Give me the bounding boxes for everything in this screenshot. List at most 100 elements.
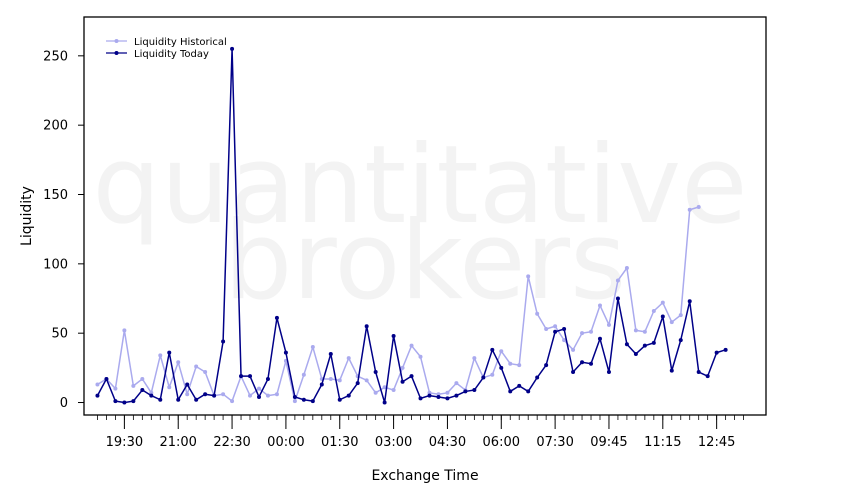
data-point-today (104, 376, 109, 381)
data-point-today (301, 397, 306, 402)
legend-label-today: Liquidity Today (134, 49, 209, 60)
data-point-today (553, 329, 558, 334)
data-point-today (517, 383, 522, 388)
data-point-today (400, 379, 405, 384)
data-point-today (283, 350, 288, 355)
data-point-historical (382, 385, 387, 390)
y-tick-label: 250 (43, 49, 68, 64)
data-point-historical (158, 353, 163, 358)
data-point-historical (167, 385, 172, 390)
data-point-historical (687, 207, 692, 212)
data-point-historical (301, 372, 306, 377)
data-point-today (337, 397, 342, 402)
data-point-today (355, 381, 360, 386)
data-point-historical (696, 204, 701, 209)
data-point-historical (248, 393, 253, 398)
data-point-today (624, 342, 629, 347)
data-point-today (140, 388, 145, 393)
data-point-today (714, 350, 719, 355)
data-point-historical (230, 399, 235, 404)
x-tick-label: 00:00 (267, 435, 304, 450)
data-point-today (373, 370, 378, 375)
data-point-today (95, 393, 100, 398)
data-point-today (589, 361, 594, 366)
data-point-historical (490, 372, 495, 377)
data-point-today (660, 314, 665, 319)
data-point-today (705, 374, 710, 379)
data-point-historical (265, 393, 270, 398)
data-point-today (149, 393, 154, 398)
data-point-today (239, 374, 244, 379)
watermark-line-2: brokers (224, 199, 626, 324)
data-point-today (544, 363, 549, 368)
data-point-today (696, 370, 701, 375)
data-point-historical (391, 388, 396, 393)
data-point-today (328, 351, 333, 356)
data-point-today (292, 394, 297, 399)
legend-marker-today (114, 51, 119, 55)
data-point-today (131, 399, 136, 404)
data-point-today (391, 333, 396, 338)
y-tick-label: 0 (60, 396, 68, 411)
data-point-historical (597, 303, 602, 308)
data-point-historical (580, 331, 585, 336)
data-point-today (265, 376, 270, 381)
data-point-today (248, 374, 253, 379)
data-point-historical (149, 390, 154, 395)
x-tick-label: 04:30 (429, 435, 466, 450)
data-point-today (256, 394, 261, 399)
data-point-today (382, 400, 387, 405)
data-point-historical (517, 363, 522, 368)
data-point-historical (436, 392, 441, 397)
data-point-historical (122, 328, 127, 333)
data-point-historical (544, 327, 549, 332)
data-point-historical (346, 356, 351, 361)
data-point-today (723, 347, 728, 352)
x-axis: 19:30 21:00 22:30 00:00 01:30 03:00 04:30 06:00… (97, 415, 744, 450)
data-point-today (436, 394, 441, 399)
y-tick-label: 50 (51, 327, 68, 342)
data-point-historical (328, 376, 333, 381)
watermark: quantitative brokers (92, 123, 747, 324)
data-point-today (310, 399, 315, 404)
data-point-today (230, 46, 235, 51)
data-point-historical (642, 329, 647, 334)
legend-label-historical: Liquidity Historical (134, 37, 227, 48)
x-tick-label: 21:00 (159, 435, 196, 450)
data-point-today (203, 392, 208, 397)
data-point-today (122, 400, 127, 405)
data-point-today (571, 370, 576, 375)
data-point-historical (409, 343, 414, 348)
data-point-historical (589, 329, 594, 334)
data-point-today (687, 299, 692, 304)
data-point-today (526, 389, 531, 394)
data-point-historical (274, 392, 279, 397)
data-point-today (409, 374, 414, 379)
data-point-today (445, 396, 450, 401)
data-point-today (194, 397, 199, 402)
legend: Liquidity Historical Liquidity Today (106, 37, 227, 60)
x-tick-label: 11:15 (644, 435, 681, 450)
data-point-historical (553, 324, 558, 329)
x-tick-label: 07:30 (536, 435, 573, 450)
x-tick-label: 22:30 (213, 435, 250, 450)
data-point-today (615, 296, 620, 301)
data-point-today (158, 397, 163, 402)
y-axis-title: Liquidity (19, 186, 35, 246)
data-point-today (427, 393, 432, 398)
data-point-today (535, 375, 540, 380)
data-point-today (606, 370, 611, 375)
data-point-historical (526, 274, 531, 279)
data-point-historical (508, 361, 513, 366)
data-point-today (167, 350, 172, 355)
data-point-historical (310, 345, 315, 350)
data-point-historical (606, 322, 611, 327)
x-tick-label: 03:00 (375, 435, 412, 450)
data-point-historical (427, 390, 432, 395)
x-tick-label: 12:45 (698, 435, 735, 450)
data-point-historical (562, 338, 567, 343)
data-point-today (642, 343, 647, 348)
data-point-historical (669, 320, 674, 325)
y-tick-label: 200 (43, 119, 68, 134)
